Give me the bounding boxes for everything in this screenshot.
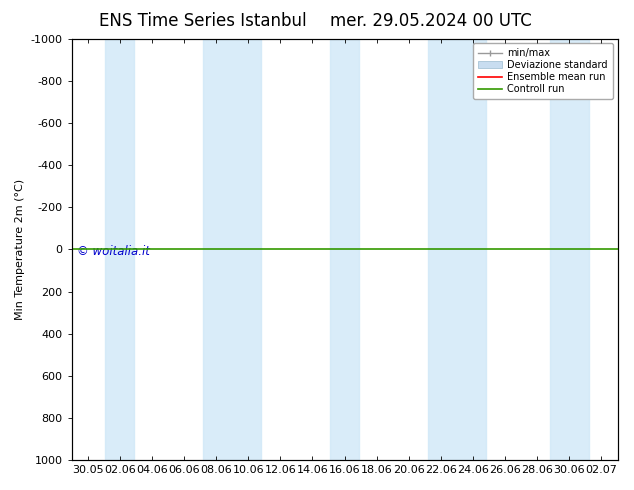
Bar: [330, 39, 359, 460]
Text: © woitalia.it: © woitalia.it: [77, 245, 150, 258]
Bar: [105, 39, 134, 460]
Bar: [204, 39, 261, 460]
Bar: [550, 39, 588, 460]
Text: mer. 29.05.2024 00 UTC: mer. 29.05.2024 00 UTC: [330, 12, 532, 30]
Y-axis label: Min Temperature 2m (°C): Min Temperature 2m (°C): [15, 179, 25, 320]
Bar: [428, 39, 486, 460]
Text: ENS Time Series Istanbul: ENS Time Series Istanbul: [99, 12, 307, 30]
Legend: min/max, Deviazione standard, Ensemble mean run, Controll run: min/max, Deviazione standard, Ensemble m…: [473, 44, 612, 99]
